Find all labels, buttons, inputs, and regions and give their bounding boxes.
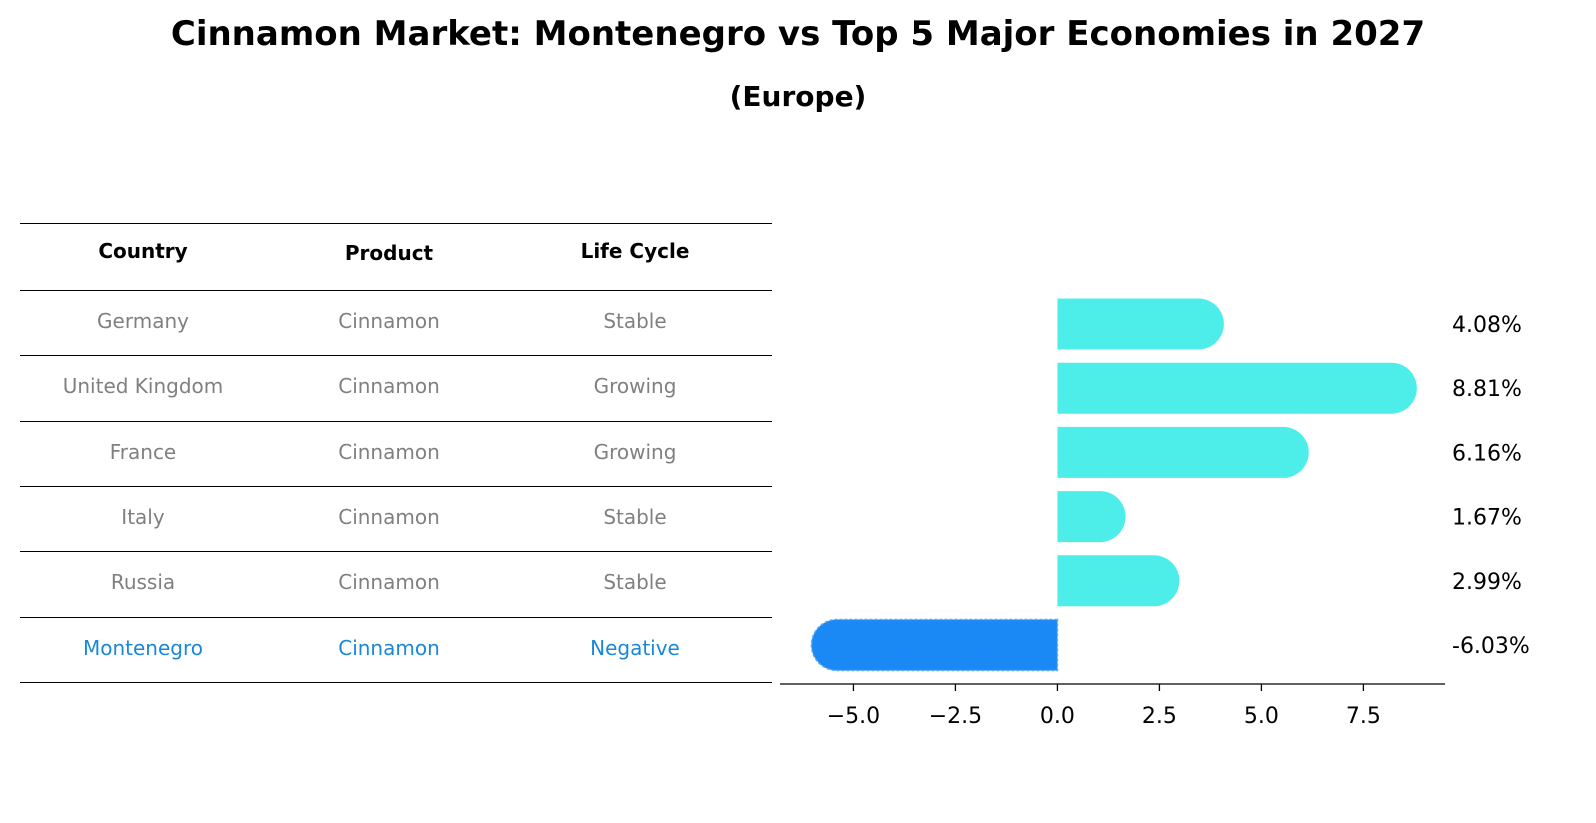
header-country: Country [98,239,188,263]
table-rule [20,485,772,487]
table-cell-product: Cinnamon [338,504,440,529]
data-label: 2.99% [1452,570,1522,595]
x-tick-label: 0.0 [1040,704,1075,729]
table-cell-life-cycle: Growing [593,439,677,464]
x-tick-label: −2.5 [929,704,982,729]
bar-russia [1057,555,1180,607]
table-cell-country: United Kingdom [62,374,224,399]
table-cell-product: Cinnamon [338,570,440,595]
table-rule [20,420,772,422]
table-cell-life-cycle: Stable [603,309,667,333]
bar-montenegro [810,618,1059,672]
table-rule [20,616,772,618]
data-label: 8.81% [1452,377,1522,402]
data-label: 1.67% [1452,506,1522,531]
data-label: -6.03% [1452,634,1530,659]
table-rule [20,355,772,357]
table-cell-country: Germany [97,309,189,333]
x-tick-label: 7.5 [1346,704,1381,729]
table-rule [20,223,772,224]
table-rule [20,681,772,683]
table-cell-life-cycle: Stable [603,504,667,529]
header-product: Product [344,241,434,265]
x-tick-label: 2.5 [1142,704,1177,729]
table-cell-country: Montenegro [82,635,203,660]
table-rule [20,551,772,553]
table-cell-life-cycle: Growing [593,374,677,399]
table-cell-life-cycle: Stable [603,570,667,595]
bar-germany [1057,298,1224,350]
table-cell-product: Cinnamon [338,309,440,333]
header-life-cycle: Life Cycle [580,239,690,263]
data-label: 4.08% [1452,313,1522,338]
chart-title: Cinnamon Market: Montenegro vs Top 5 Maj… [170,14,1426,54]
bar-united-kingdom [1057,362,1417,414]
table-cell-life-cycle: Negative [590,635,680,660]
chart-subtitle: (Europe) [729,80,867,113]
data-label: 6.16% [1452,441,1522,466]
bar-italy [1057,491,1126,543]
table-cell-product: Cinnamon [338,635,440,660]
table-cell-product: Cinnamon [338,439,440,464]
table-rule [20,290,772,291]
x-tick-label: −5.0 [827,704,880,729]
x-tick-label: 5.0 [1244,704,1279,729]
table-cell-country: Italy [121,504,165,529]
table-cell-country: France [109,439,177,464]
bar-chart: 4.08% 8.81% 6.16% 1.67% 2.99% -6.03% −5.0 −2.5 0… [780,298,1530,729]
table-cell-product: Cinnamon [338,374,440,399]
table-cell-country: Russia [110,570,176,595]
bar-france [1057,426,1309,478]
